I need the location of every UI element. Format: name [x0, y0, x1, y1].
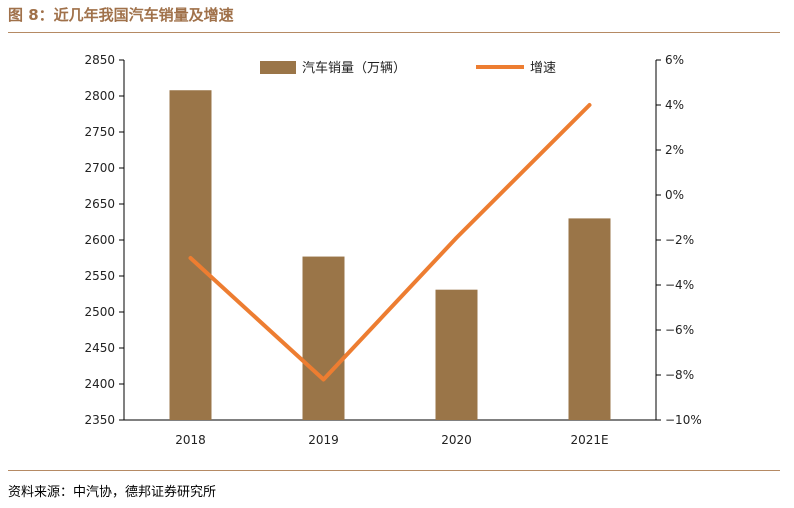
right-tick-label: −2% [665, 233, 694, 247]
sales-bar-2020 [435, 289, 478, 420]
growth-line [188, 103, 592, 382]
x-tick-label: 2019 [308, 433, 339, 447]
tick-labels: 2350 2400 2450 2500 2550 2600 2650 2700 2750 2800… [84, 53, 701, 447]
left-tick-label: 2750 [84, 125, 115, 139]
x-tick-label: 2018 [175, 433, 206, 447]
left-tick-label: 2850 [84, 53, 115, 67]
left-tick-label: 2500 [84, 305, 115, 319]
left-tick-label: 2800 [84, 89, 115, 103]
growth-polyline [188, 103, 592, 382]
x-tick-label: 2021E [570, 433, 608, 447]
right-tick-label: −4% [665, 278, 694, 292]
bottom-divider [8, 470, 780, 471]
sales-bar-2021e [568, 218, 611, 420]
right-tick-label: 0% [665, 188, 684, 202]
legend-label-sales: 汽车销量（万辆） [302, 60, 406, 76]
left-tick-label: 2350 [84, 413, 115, 427]
sales-growth-chart: 2350 2400 2450 2500 2550 2600 2650 2700 2750 2800… [84, 53, 701, 447]
right-tick-label: −6% [665, 323, 694, 337]
x-tick-label: 2020 [441, 433, 472, 447]
legend-label-growth: 增速 [530, 61, 556, 76]
right-tick-label: 2% [665, 143, 684, 157]
right-tick-label: −10% [665, 413, 702, 427]
left-tick-label: 2700 [84, 161, 115, 175]
legend-swatch-sales [260, 61, 296, 74]
left-tick-label: 2550 [84, 269, 115, 283]
left-tick-label: 2450 [84, 341, 115, 355]
left-tick-label: 2650 [84, 197, 115, 211]
left-tick-label: 2400 [84, 377, 115, 391]
figure-title: 图 8：近几年我国汽车销量及增速 [8, 6, 234, 24]
right-tick-label: 4% [665, 98, 684, 112]
source-note: 资料来源：中汽协，德邦证券研究所 [8, 485, 217, 500]
right-tick-label: −8% [665, 368, 694, 382]
sales-bar-2019 [302, 256, 345, 420]
legend: 汽车销量（万辆） 增速 [260, 60, 556, 76]
sales-bar-2018 [169, 90, 212, 421]
right-tick-label: 6% [665, 53, 684, 67]
top-divider [8, 32, 780, 33]
axes [119, 59, 661, 421]
left-tick-label: 2600 [84, 233, 115, 247]
bars [169, 90, 611, 421]
